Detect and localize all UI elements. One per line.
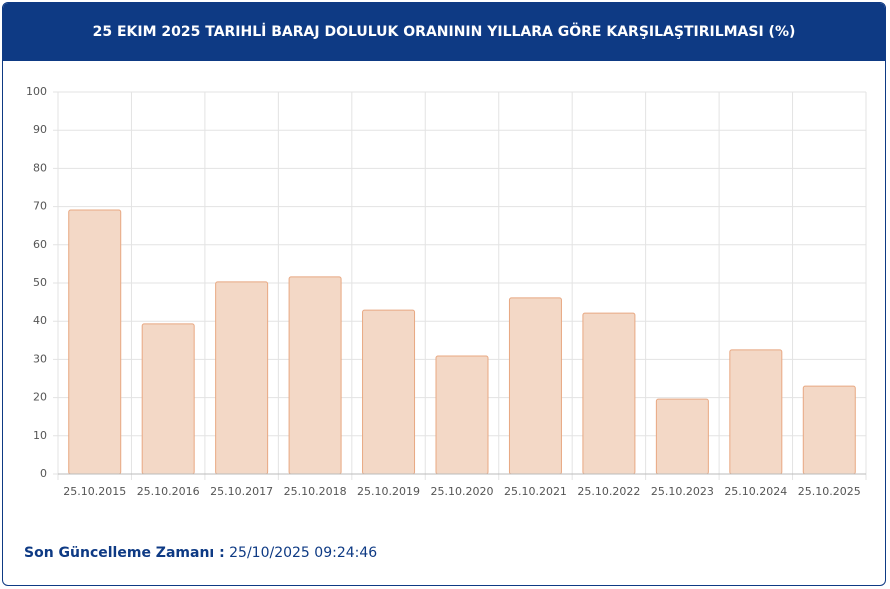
bar — [141, 323, 195, 475]
bar — [508, 297, 562, 475]
update-value: 25/10/2025 09:24:46 — [229, 545, 378, 561]
footer: Son Güncelleme Zamanı : 25/10/2025 09:24… — [24, 545, 377, 561]
bar — [435, 355, 489, 475]
y-tick-label: 30 — [33, 352, 47, 365]
x-tick-label: 25.10.2023 — [651, 485, 714, 498]
bar — [215, 281, 269, 475]
x-tick-label: 25.10.2015 — [63, 485, 126, 498]
bar — [729, 349, 783, 475]
y-tick-label: 80 — [33, 161, 47, 174]
bar — [68, 209, 122, 475]
x-tick-label: 25.10.2025 — [798, 485, 861, 498]
bar — [362, 309, 416, 475]
y-tick-label: 70 — [33, 200, 47, 213]
y-tick-label: 90 — [33, 123, 47, 136]
x-tick-label: 25.10.2017 — [210, 485, 273, 498]
y-tick-label: 40 — [33, 314, 47, 327]
x-tick-label: 25.10.2018 — [284, 485, 347, 498]
x-tick-label: 25.10.2021 — [504, 485, 567, 498]
chart-title: 25 EKIM 2025 TARIHLİ BARAJ DOLULUK ORANI… — [92, 24, 796, 40]
x-tick-label: 25.10.2020 — [431, 485, 494, 498]
x-tick-label: 25.10.2024 — [724, 485, 787, 498]
header: 25 EKIM 2025 TARIHLİ BARAJ DOLULUK ORANI… — [3, 3, 885, 61]
y-tick-label: 100 — [26, 85, 47, 98]
y-tick-label: 20 — [33, 391, 47, 404]
x-tick-label: 25.10.2016 — [137, 485, 200, 498]
y-tick-label: 0 — [40, 467, 47, 480]
y-tick-label: 50 — [33, 276, 47, 289]
bar — [582, 312, 636, 475]
x-tick-label: 25.10.2022 — [577, 485, 640, 498]
bar — [655, 398, 709, 475]
bar — [802, 385, 856, 475]
bar — [288, 276, 342, 475]
y-tick-label: 60 — [33, 238, 47, 251]
update-label: Son Güncelleme Zamanı : — [24, 545, 225, 561]
y-tick-label: 10 — [33, 429, 47, 442]
x-tick-label: 25.10.2019 — [357, 485, 420, 498]
chart: 0 10 20 30 40 50 60 70 80 90 100 25.10.2015 25.10.20… — [26, 85, 867, 498]
